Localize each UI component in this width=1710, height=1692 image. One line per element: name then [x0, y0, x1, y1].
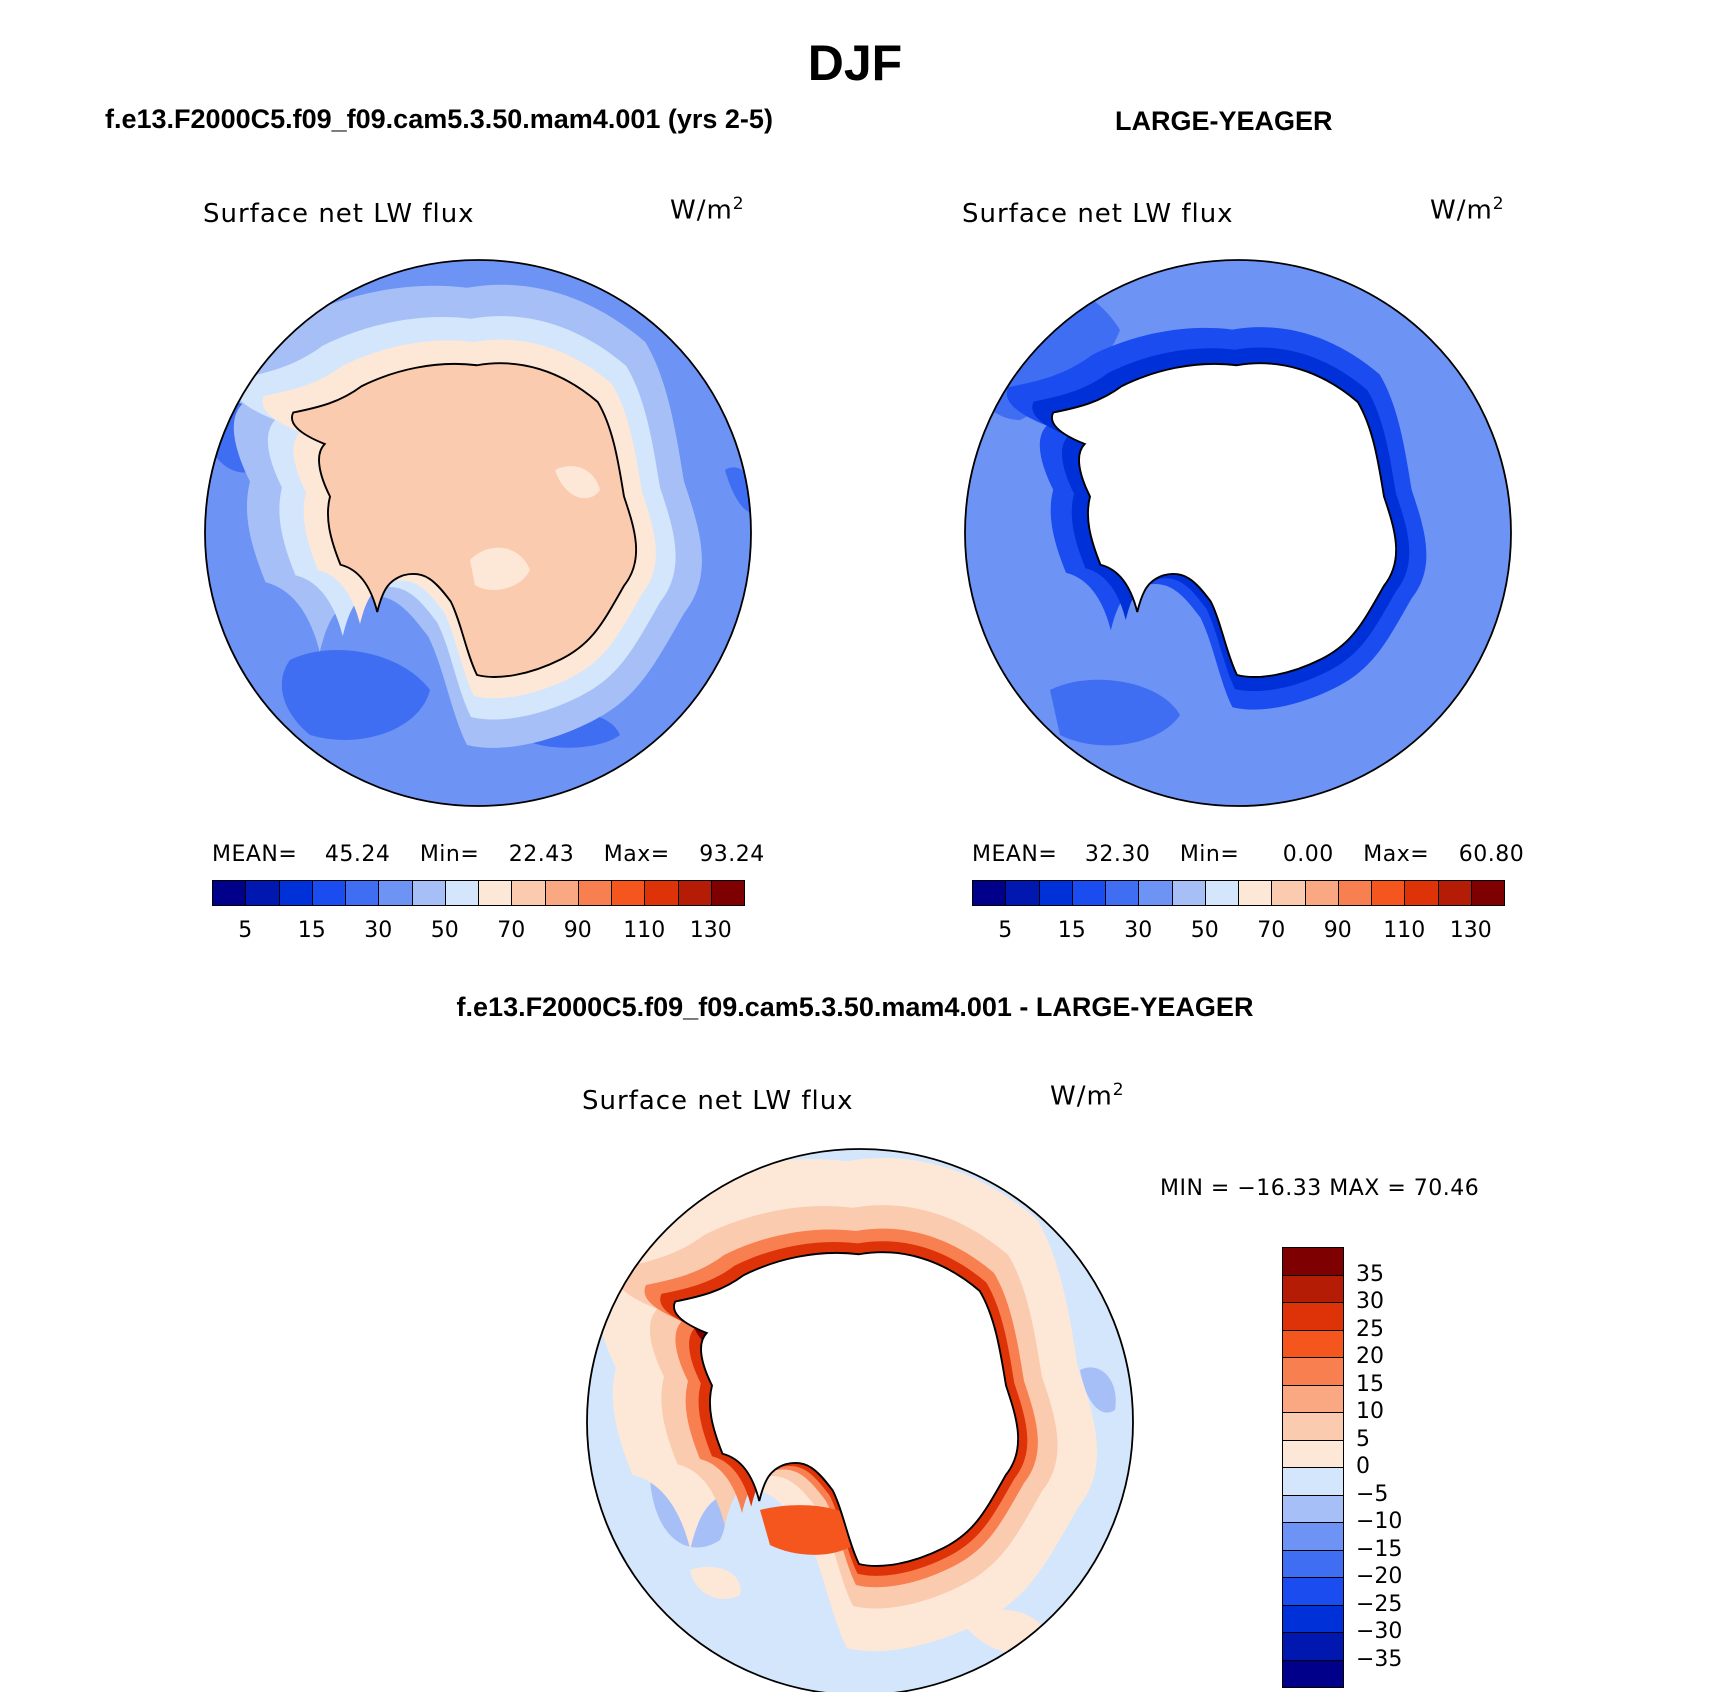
- right-stats: MEAN= 32.30 Min= 0.00 Max= 60.80: [972, 842, 1524, 867]
- right-colorbar-box: [1404, 880, 1439, 906]
- left-map: [205, 260, 751, 806]
- diff-colorbar-tick-label: −10: [1356, 1509, 1403, 1534]
- diff-colorbar-box: [1282, 1329, 1344, 1358]
- diff-colorbar-tick-label: −20: [1356, 1564, 1403, 1589]
- left-colorbar-tick-label: 5: [238, 918, 253, 943]
- diff-colorbar-box: [1282, 1384, 1344, 1413]
- left-stats: MEAN= 45.24 Min= 22.43 Max= 93.24: [212, 842, 765, 867]
- right-colorbar: [972, 880, 1505, 908]
- right-colorbar-box: [1470, 880, 1505, 906]
- left-colorbar-tick-label: 130: [689, 918, 732, 943]
- right-units-label: W/m2: [1430, 194, 1505, 226]
- left-colorbar-tick-label: 90: [563, 918, 592, 943]
- right-colorbar-box: [1238, 880, 1273, 906]
- right-mean-value: 32.30: [1084, 842, 1151, 867]
- left-colorbar-box: [278, 880, 313, 906]
- left-variable-label: Surface net LW flux: [203, 199, 475, 229]
- right-min-label: Min=: [1179, 842, 1240, 867]
- left-colorbar-box: [212, 880, 247, 906]
- left-min-label: Min=: [419, 842, 480, 867]
- right-mean-label: MEAN=: [972, 842, 1058, 867]
- left-colorbar-box: [411, 880, 446, 906]
- left-colorbar-tick-label: 30: [364, 918, 393, 943]
- left-mean-value: 45.24: [324, 842, 391, 867]
- right-colorbar-box: [1138, 880, 1173, 906]
- bottom-minmax-text: MIN = −16.33 MAX = 70.46: [1160, 1176, 1480, 1201]
- left-colorbar-tick-label: 110: [623, 918, 666, 943]
- right-colorbar-tick-label: 110: [1383, 918, 1426, 943]
- diff-colorbar-tick-label: 30: [1356, 1289, 1384, 1314]
- panel-left-title: f.e13.F2000C5.f09_f09.cam5.3.50.mam4.001…: [105, 104, 773, 134]
- left-colorbar-tick-label: 70: [497, 918, 526, 943]
- right-variable-label: Surface net LW flux: [962, 199, 1234, 229]
- diff-colorbar-tick-label: −5: [1356, 1481, 1389, 1507]
- diff-colorbar-tick-label: 10: [1356, 1399, 1384, 1424]
- bottom-variable-label: Surface net LW flux: [582, 1086, 854, 1116]
- right-colorbar-tick-label: 130: [1449, 918, 1492, 943]
- diff-colorbar-tick-label: 5: [1356, 1426, 1370, 1452]
- left-colorbar-box: [710, 880, 745, 906]
- diff-colorbar-box: [1282, 1439, 1344, 1468]
- diff-colorbar-tick-label: 25: [1356, 1316, 1384, 1342]
- diff-colorbar-box: [1282, 1604, 1344, 1633]
- right-colorbar-box: [1371, 880, 1406, 906]
- left-colorbar-box: [444, 880, 479, 906]
- diff-colorbar-box: [1282, 1412, 1344, 1441]
- diff-colorbar-box: [1282, 1659, 1344, 1688]
- diff-colorbar-tick-label: −30: [1356, 1619, 1403, 1644]
- left-min-value: 22.43: [508, 842, 575, 867]
- left-colorbar-box: [611, 880, 646, 906]
- right-colorbar-tick-label: 15: [1057, 918, 1086, 943]
- left-colorbar-box: [644, 880, 679, 906]
- left-max-value: 93.24: [699, 842, 765, 867]
- right-colorbar-tick-label: 90: [1323, 918, 1352, 943]
- diff-colorbar-box: [1282, 1247, 1344, 1276]
- left-colorbar-box: [544, 880, 579, 906]
- right-colorbar-box: [1105, 880, 1140, 906]
- left-mean-label: MEAN=: [212, 842, 298, 867]
- diff-colorbar-tick-label: 15: [1356, 1371, 1384, 1397]
- bottom-units-label: W/m2: [1050, 1080, 1125, 1112]
- right-colorbar-tick-label: 5: [998, 918, 1013, 943]
- diff-colorbar-tick-label: −15: [1356, 1536, 1403, 1562]
- diff-colorbar-box: [1282, 1577, 1344, 1606]
- left-max-label: Max=: [603, 842, 670, 867]
- left-colorbar-box: [677, 880, 712, 906]
- left-colorbar-box: [311, 880, 346, 906]
- left-colorbar-ticks: 5 15 30 50 70 90 110 130: [212, 918, 744, 948]
- diff-colorbar: [1282, 1247, 1344, 1688]
- right-min-value: 0.00: [1282, 842, 1334, 867]
- left-units-label: W/m2: [670, 194, 745, 226]
- diff-colorbar-tick-label: −35: [1356, 1646, 1403, 1672]
- left-colorbar: [212, 880, 745, 908]
- figure-title: DJF: [807, 35, 903, 91]
- left-colorbar-tick-label: 15: [297, 918, 326, 943]
- panel-right-title: LARGE-YEAGER: [1115, 106, 1333, 136]
- diff-colorbar-tick-label: 0: [1356, 1454, 1370, 1479]
- right-colorbar-box: [1304, 880, 1339, 906]
- right-colorbar-tick-label: 50: [1190, 918, 1219, 943]
- diff-colorbar-ticks: 35 30 25 20 15 10 5 0 −5 −10 −15 −20 −25 −30 −35: [1356, 1247, 1476, 1687]
- diff-colorbar-tick-label: 35: [1356, 1261, 1384, 1287]
- diff-colorbar-box: [1282, 1632, 1344, 1661]
- bottom-map: [587, 1149, 1133, 1692]
- diff-colorbar-box: [1282, 1467, 1344, 1496]
- right-colorbar-box: [1005, 880, 1040, 906]
- right-map: [965, 260, 1511, 806]
- left-colorbar-tick-label: 50: [430, 918, 459, 943]
- right-colorbar-box: [1071, 880, 1106, 906]
- left-colorbar-box: [378, 880, 413, 906]
- right-colorbar-ticks: 5 15 30 50 70 90 110 130: [972, 918, 1504, 948]
- diff-colorbar-box: [1282, 1357, 1344, 1386]
- right-colorbar-tick-label: 70: [1257, 918, 1286, 943]
- right-colorbar-tick-label: 30: [1124, 918, 1153, 943]
- panel-bottom-title: f.e13.F2000C5.f09_f09.cam5.3.50.mam4.001…: [456, 992, 1254, 1022]
- diff-colorbar-tick-label: −25: [1356, 1591, 1403, 1617]
- right-max-label: Max=: [1363, 842, 1430, 867]
- right-max-value: 60.80: [1458, 842, 1525, 867]
- diff-colorbar-tick-label: 20: [1356, 1344, 1384, 1369]
